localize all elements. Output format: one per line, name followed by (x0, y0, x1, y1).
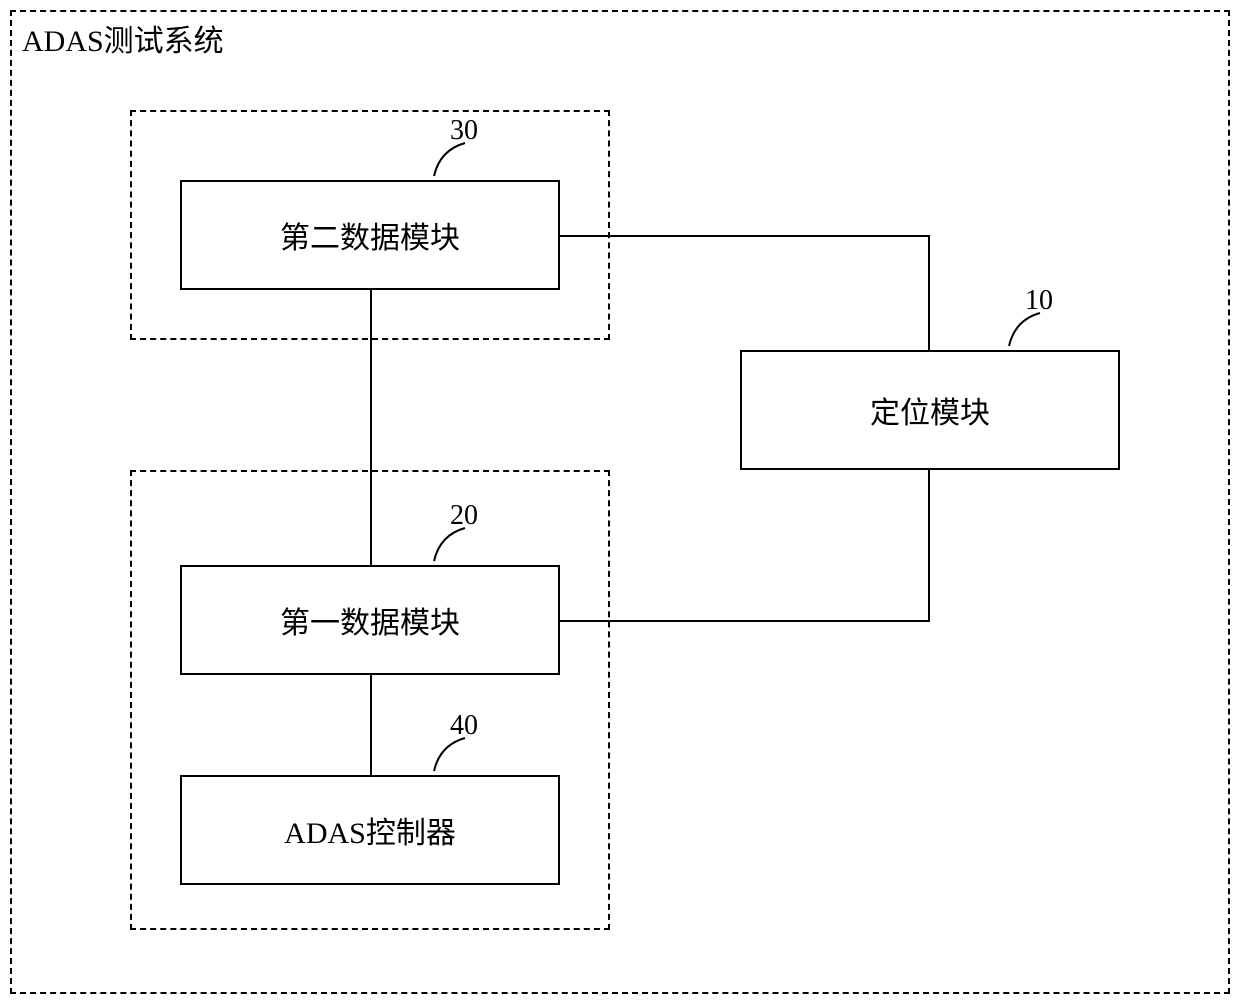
connector-3 (560, 620, 930, 622)
connector-2 (370, 290, 372, 565)
module-20-curve (430, 525, 470, 565)
module-40-box: ADAS控制器 (180, 775, 560, 885)
module-30-label: 第二数据模块 (280, 213, 460, 257)
module-10-curve (1005, 310, 1045, 350)
system-title: ADAS测试系统 (22, 16, 224, 60)
module-20-label: 第一数据模块 (280, 598, 460, 642)
connector-0 (560, 235, 930, 237)
module-10-box: 定位模块 (740, 350, 1120, 470)
connector-4 (928, 470, 930, 622)
connector-5 (370, 675, 372, 775)
connector-1 (928, 235, 930, 350)
module-30-curve (430, 140, 470, 180)
module-20-box: 第一数据模块 (180, 565, 560, 675)
module-40-label: ADAS控制器 (284, 808, 456, 852)
module-40-curve (430, 735, 470, 775)
module-30-box: 第二数据模块 (180, 180, 560, 290)
module-10-label: 定位模块 (870, 388, 990, 432)
